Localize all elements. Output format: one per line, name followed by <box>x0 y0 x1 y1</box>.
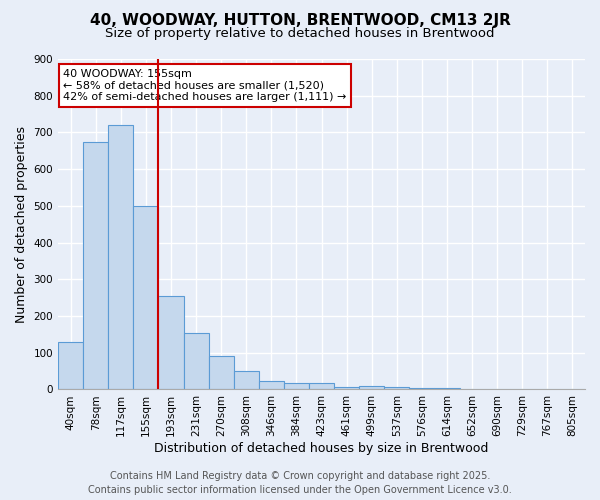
Bar <box>158 296 184 390</box>
Bar <box>108 125 133 390</box>
Bar <box>334 386 359 390</box>
Bar <box>409 388 434 390</box>
Bar <box>58 342 83 390</box>
Bar <box>485 388 510 390</box>
Bar <box>209 356 233 390</box>
Bar <box>83 142 108 390</box>
Text: Size of property relative to detached houses in Brentwood: Size of property relative to detached ho… <box>105 28 495 40</box>
Bar <box>133 206 158 390</box>
Bar <box>309 383 334 390</box>
Text: Contains HM Land Registry data © Crown copyright and database right 2025.
Contai: Contains HM Land Registry data © Crown c… <box>88 471 512 495</box>
Text: 40, WOODWAY, HUTTON, BRENTWOOD, CM13 2JR: 40, WOODWAY, HUTTON, BRENTWOOD, CM13 2JR <box>89 12 511 28</box>
X-axis label: Distribution of detached houses by size in Brentwood: Distribution of detached houses by size … <box>154 442 489 455</box>
Bar <box>359 386 384 390</box>
Bar <box>184 332 209 390</box>
Bar <box>434 388 460 390</box>
Bar <box>460 388 485 390</box>
Bar <box>259 382 284 390</box>
Bar <box>284 383 309 390</box>
Bar <box>384 386 409 390</box>
Text: 40 WOODWAY: 155sqm
← 58% of detached houses are smaller (1,520)
42% of semi-deta: 40 WOODWAY: 155sqm ← 58% of detached hou… <box>64 69 347 102</box>
Y-axis label: Number of detached properties: Number of detached properties <box>15 126 28 322</box>
Bar <box>233 371 259 390</box>
